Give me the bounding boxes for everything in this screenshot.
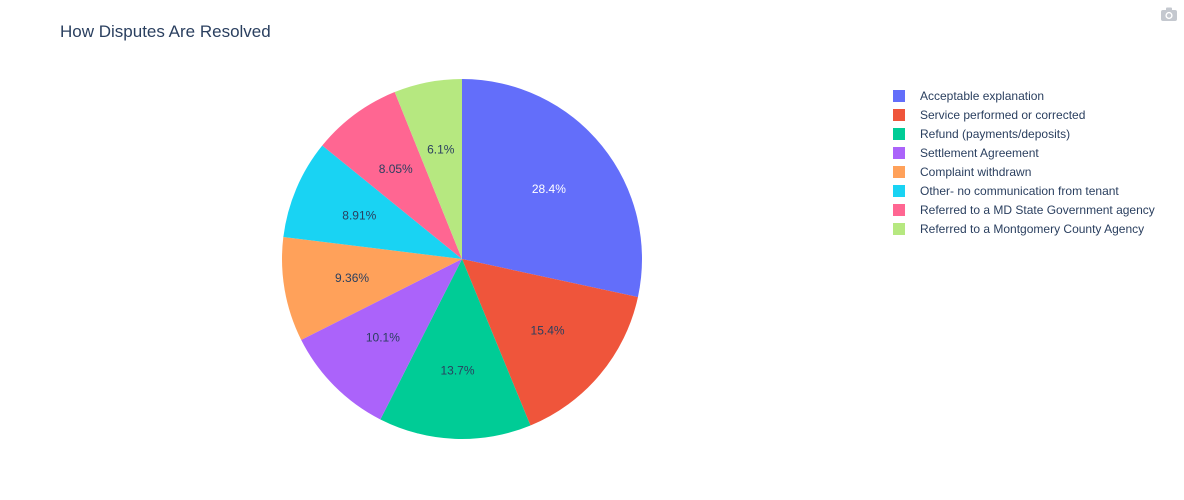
pie-slice-2[interactable] <box>380 259 531 439</box>
legend-item-6[interactable]: Referred to a MD State Government agency <box>893 200 1155 219</box>
legend-swatch <box>893 146 905 159</box>
pie-slice-3[interactable] <box>301 259 462 420</box>
legend-swatch <box>893 203 905 216</box>
legend-label: Service performed or corrected <box>920 107 1086 122</box>
slice-label-6: 8.05% <box>379 162 413 176</box>
legend-swatch <box>893 108 905 121</box>
legend-swatch <box>893 89 905 102</box>
camera-icon[interactable] <box>1160 6 1178 22</box>
legend-label: Refund (payments/deposits) <box>920 126 1071 141</box>
slice-label-0: 28.4% <box>532 182 566 196</box>
chart-title: How Disputes Are Resolved <box>60 22 271 41</box>
legend: Acceptable explanation Service performed … <box>893 86 1155 238</box>
pie-slice-1[interactable] <box>462 259 638 426</box>
legend-label: Other- no communication from tenant <box>920 183 1119 198</box>
legend-swatch <box>893 222 905 235</box>
legend-swatch <box>893 184 905 197</box>
slice-label-5: 8.91% <box>342 208 376 222</box>
slice-label-7: 6.1% <box>427 142 455 156</box>
legend-item-2[interactable]: Refund (payments/deposits) <box>893 124 1155 143</box>
slice-label-2: 13.7% <box>440 364 474 378</box>
legend-label: Complaint withdrawn <box>920 164 1032 179</box>
legend-item-0[interactable]: Acceptable explanation <box>893 86 1155 105</box>
pie-slice-7[interactable] <box>394 79 462 259</box>
legend-swatch <box>893 165 905 178</box>
pie-slice-0[interactable] <box>462 79 642 298</box>
legend-swatch <box>893 127 905 140</box>
legend-label: Settlement Agreement <box>920 145 1039 160</box>
legend-label: Referred to a MD State Government agency <box>920 202 1155 217</box>
legend-label: Acceptable explanation <box>920 88 1045 103</box>
pie-slice-6[interactable] <box>322 92 462 259</box>
pie-slice-5[interactable] <box>283 145 462 259</box>
slice-label-3: 10.1% <box>366 331 400 345</box>
legend-item-5[interactable]: Other- no communication from tenant <box>893 181 1155 200</box>
slice-label-1: 15.4% <box>531 324 565 338</box>
legend-label: Referred to a Montgomery County Agency <box>920 221 1145 236</box>
legend-item-7[interactable]: Referred to a Montgomery County Agency <box>893 219 1155 238</box>
legend-item-1[interactable]: Service performed or corrected <box>893 105 1155 124</box>
legend-item-3[interactable]: Settlement Agreement <box>893 143 1155 162</box>
pie-chart: 28.4% 15.4% 13.7% 10.1% 9.36% 8.91% 8.05% 6.1% <box>281 79 642 439</box>
pie-slice-4[interactable] <box>281 237 462 340</box>
legend-item-4[interactable]: Complaint withdrawn <box>893 162 1155 181</box>
slice-label-4: 9.36% <box>335 271 369 285</box>
